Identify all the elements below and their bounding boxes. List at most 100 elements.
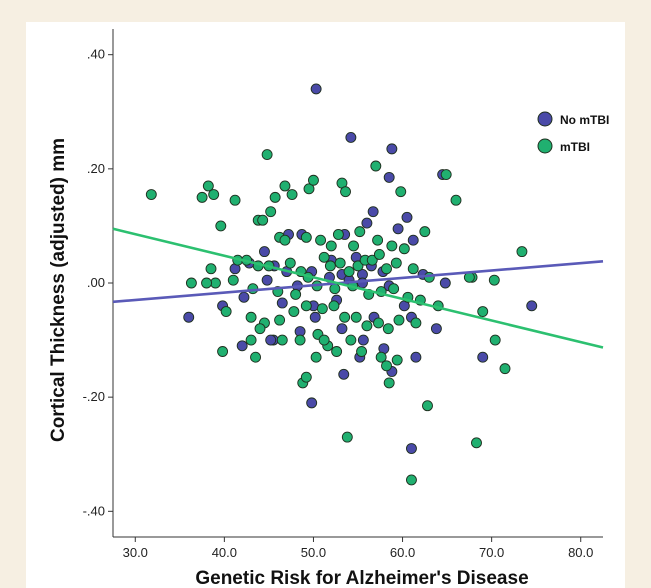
point-mtbi xyxy=(422,400,433,412)
point-mtbi xyxy=(303,183,315,195)
point-mtbi xyxy=(419,226,431,238)
point-mtbi xyxy=(276,334,288,346)
point-no-mtbi xyxy=(367,206,379,218)
point-mtbi xyxy=(373,317,384,329)
point-no-mtbi xyxy=(336,323,348,335)
point-mtbi xyxy=(332,229,344,240)
point-mtbi xyxy=(331,346,343,357)
point-mtbi xyxy=(202,180,214,192)
y-tick-label: -.40 xyxy=(83,503,105,518)
fit-line-mtbi xyxy=(112,227,604,349)
point-mtbi xyxy=(220,306,232,317)
point-mtbi xyxy=(471,437,482,449)
point-no-mtbi xyxy=(265,334,277,346)
point-mtbi xyxy=(407,263,419,275)
point-mtbi xyxy=(254,323,266,335)
point-mtbi xyxy=(373,249,385,260)
point-mtbi xyxy=(329,283,341,295)
point-mtbi xyxy=(450,194,462,206)
y-tick-label: -.20 xyxy=(83,389,105,404)
point-mtbi xyxy=(477,306,489,317)
point-mtbi xyxy=(393,314,405,326)
point-mtbi xyxy=(440,169,452,181)
point-mtbi xyxy=(196,191,208,203)
point-mtbi xyxy=(227,274,239,286)
point-mtbi xyxy=(265,206,277,218)
legend-marker-no-mtbi xyxy=(537,111,553,127)
x-tick-label: 80.0 xyxy=(568,545,593,560)
point-no-mtbi xyxy=(338,368,350,380)
point-mtbi xyxy=(406,474,417,486)
chart-panel: Cortical Thickness (adjusted) mm Genetic… xyxy=(26,22,625,588)
point-no-mtbi xyxy=(306,397,318,409)
point-no-mtbi xyxy=(310,83,322,95)
point-mtbi xyxy=(348,240,359,252)
point-mtbi xyxy=(294,334,306,346)
point-mtbi xyxy=(356,346,368,357)
point-mtbi xyxy=(215,220,227,232)
point-mtbi xyxy=(352,260,364,272)
point-mtbi xyxy=(361,320,373,332)
point-mtbi xyxy=(328,300,340,312)
point-mtbi xyxy=(388,283,400,295)
point-mtbi xyxy=(382,323,394,335)
point-no-mtbi xyxy=(439,277,451,289)
point-mtbi xyxy=(410,317,422,329)
point-no-mtbi xyxy=(407,234,419,246)
point-mtbi xyxy=(145,189,157,200)
point-mtbi xyxy=(269,191,281,203)
point-mtbi xyxy=(279,234,291,246)
point-no-mtbi xyxy=(183,311,195,323)
point-mtbi xyxy=(354,226,366,238)
point-mtbi xyxy=(250,351,261,363)
point-mtbi xyxy=(300,231,312,243)
point-mtbi xyxy=(316,303,328,315)
point-mtbi xyxy=(300,371,312,383)
point-no-mtbi xyxy=(261,274,273,286)
point-mtbi xyxy=(324,260,336,272)
scatter-chart: Cortical Thickness (adjusted) mm Genetic… xyxy=(48,29,609,588)
point-no-mtbi xyxy=(309,311,321,323)
point-mtbi xyxy=(310,351,322,363)
point-mtbi xyxy=(499,363,511,375)
point-mtbi xyxy=(516,246,528,258)
point-mtbi xyxy=(370,160,382,172)
point-mtbi xyxy=(288,306,300,317)
legend-label-mtbi: mTBI xyxy=(560,140,590,154)
x-tick-label: 50.0 xyxy=(301,545,326,560)
point-no-mtbi xyxy=(345,131,357,143)
point-mtbi xyxy=(245,334,257,346)
point-no-mtbi xyxy=(477,351,489,363)
point-no-mtbi xyxy=(361,217,373,229)
point-mtbi xyxy=(290,288,302,300)
point-mtbi xyxy=(366,254,378,266)
point-mtbi xyxy=(300,300,312,312)
point-no-mtbi xyxy=(401,211,413,223)
point-mtbi xyxy=(343,266,355,278)
point-no-mtbi xyxy=(238,291,250,303)
point-mtbi xyxy=(345,334,357,346)
point-mtbi xyxy=(201,277,212,289)
point-mtbi xyxy=(308,174,319,186)
point-mtbi xyxy=(257,214,269,226)
point-mtbi xyxy=(318,251,330,263)
point-mtbi xyxy=(217,346,229,357)
point-mtbi xyxy=(208,189,220,200)
point-mtbi xyxy=(383,377,395,389)
y-tick-label: .20 xyxy=(87,161,105,176)
point-no-mtbi xyxy=(259,246,270,258)
point-mtbi xyxy=(261,149,273,161)
point-mtbi xyxy=(386,240,398,252)
plot-area: .40 .20 .00 -.20 -.40 30.0 40.0 50.0 60.0 70.0 80.… xyxy=(83,29,604,560)
legend: No mTBI mTBI xyxy=(537,111,609,154)
point-mtbi xyxy=(398,243,410,255)
point-mtbi xyxy=(315,234,327,246)
point-mtbi xyxy=(372,234,384,246)
y-axis-title: Cortical Thickness (adjusted) mm xyxy=(48,138,69,442)
point-mtbi xyxy=(325,240,337,252)
legend-label-no-mtbi: No mTBI xyxy=(560,113,609,127)
x-axis-title: Genetic Risk for Alzheimer's Disease xyxy=(195,568,528,588)
point-no-mtbi xyxy=(357,277,368,289)
figure-frame: Cortical Thickness (adjusted) mm Genetic… xyxy=(10,12,641,588)
point-mtbi xyxy=(334,257,346,269)
